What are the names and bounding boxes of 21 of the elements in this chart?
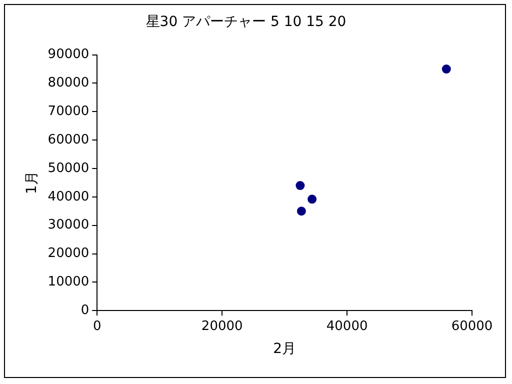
chart-title: 星30 アパーチャー 5 10 15 20 bbox=[146, 14, 346, 30]
y-tick-label: 10000 bbox=[48, 274, 90, 290]
x-tick-label: 60000 bbox=[451, 318, 493, 334]
point bbox=[308, 194, 317, 204]
y-tick-label: 30000 bbox=[48, 218, 90, 233]
x-tick-label: 20000 bbox=[201, 318, 243, 334]
point bbox=[296, 181, 305, 190]
y-axis-title: 1月 bbox=[24, 171, 40, 194]
y-tick-label: 90000 bbox=[48, 47, 90, 62]
x-tick-label: 40000 bbox=[326, 318, 368, 334]
y-tick-label: 50000 bbox=[48, 160, 90, 176]
y-tick-label: 0 bbox=[80, 302, 90, 318]
y-tick-label: 60000 bbox=[48, 132, 90, 148]
y-tick-label: 20000 bbox=[48, 246, 90, 262]
point bbox=[296, 206, 306, 216]
x-axis-title: 2月 bbox=[273, 341, 296, 358]
y-tick-label: 40000 bbox=[48, 189, 90, 204]
x-tick-label: 0 bbox=[93, 318, 102, 334]
y-tick-label: 70000 bbox=[48, 104, 90, 120]
point bbox=[442, 64, 451, 74]
y-tick-label: 80000 bbox=[48, 76, 90, 91]
